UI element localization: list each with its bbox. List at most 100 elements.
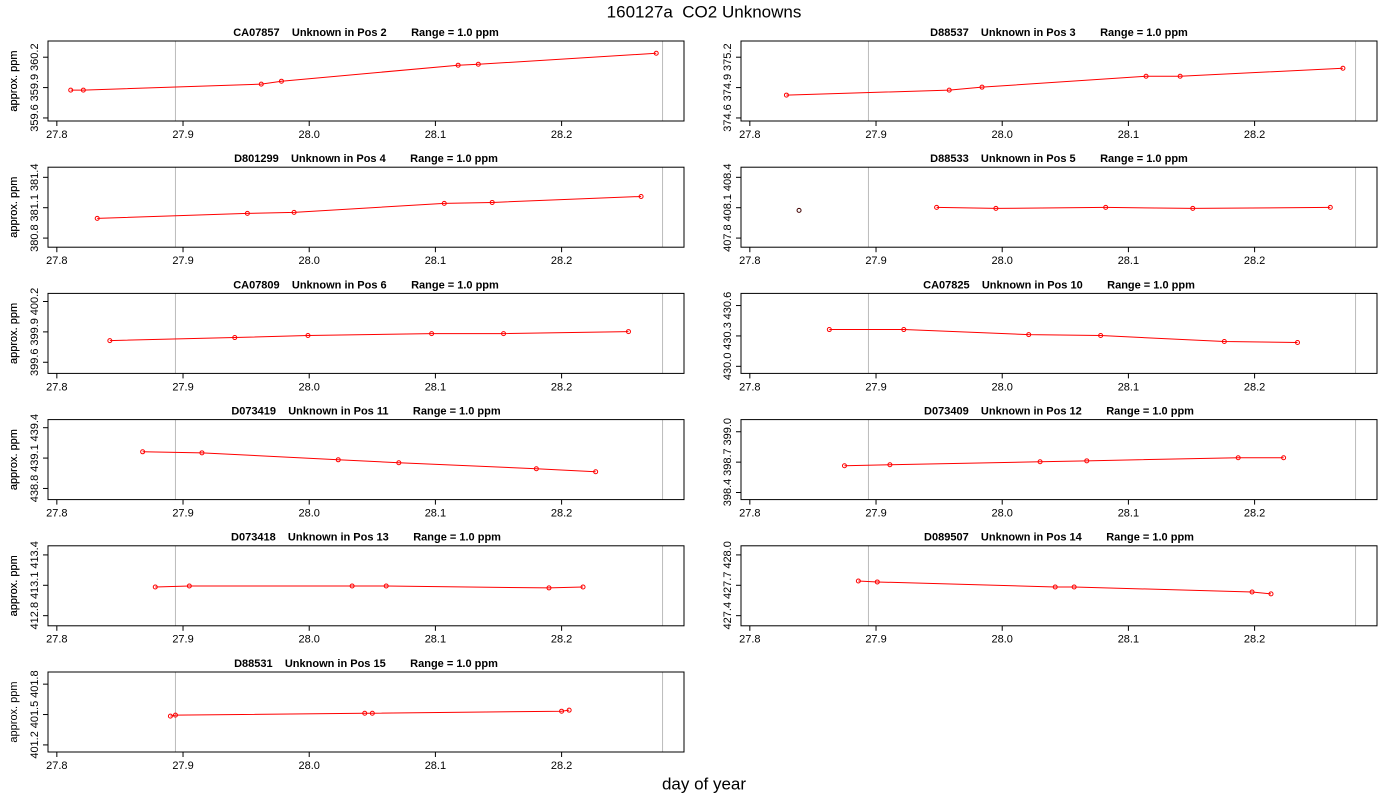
data-point xyxy=(305,333,311,339)
data-point xyxy=(1103,204,1109,210)
data-point xyxy=(258,81,264,87)
series-line xyxy=(97,195,642,219)
x-tick-label: 28.0 xyxy=(992,508,1013,520)
data-point xyxy=(855,578,861,584)
panel-title: D089507 Unknown in Pos 14 Range = 1.0 pp… xyxy=(924,532,1194,544)
x-tick-label: 28.1 xyxy=(425,634,446,646)
x-tick-label: 28.1 xyxy=(1118,508,1139,520)
panel-title: D073418 Unknown in Pos 13 Range = 1.0 pp… xyxy=(231,532,501,544)
series-line xyxy=(155,585,584,589)
data-point xyxy=(826,327,832,333)
data-point xyxy=(1037,459,1043,465)
x-tick-label: 28.0 xyxy=(299,760,320,772)
data-point xyxy=(335,457,341,463)
y-tick-label: 398.7 xyxy=(722,448,734,476)
y-tick-label: 374.6 xyxy=(722,104,734,132)
data-point xyxy=(559,708,565,714)
x-tick-label: 28.2 xyxy=(1244,129,1265,141)
data-point xyxy=(934,204,940,210)
x-tick-label: 27.9 xyxy=(172,760,193,772)
y-axis-label: approx. ppm xyxy=(8,555,20,616)
data-point xyxy=(1221,339,1227,345)
x-tick-label: 28.1 xyxy=(425,129,446,141)
x-tick-label: 27.8 xyxy=(739,381,760,393)
y-tick-label: 381.4 xyxy=(29,164,41,192)
x-tick-label: 28.0 xyxy=(299,255,320,267)
data-point xyxy=(232,335,238,341)
plot-frame xyxy=(47,292,685,374)
panel-title: D88533 Unknown in Pos 5 Range = 1.0 ppm xyxy=(930,153,1188,165)
panel-title: D801299 Unknown in Pos 4 Range = 1.0 ppm xyxy=(234,153,498,165)
series-line xyxy=(142,451,596,473)
y-tick-label: 430.3 xyxy=(722,322,734,350)
x-tick-label: 28.0 xyxy=(992,255,1013,267)
data-point xyxy=(946,87,952,93)
x-tick-label: 28.1 xyxy=(425,760,446,772)
series-line xyxy=(786,67,1343,96)
x-tick-label: 28.1 xyxy=(1118,129,1139,141)
y-axis-label: approx. ppm xyxy=(8,50,20,111)
y-axis-label: approx. ppm xyxy=(8,429,20,490)
data-point xyxy=(841,463,847,469)
y-tick-label: 439.4 xyxy=(29,414,41,442)
data-point xyxy=(1052,584,1058,590)
data-point xyxy=(901,327,907,333)
data-point xyxy=(349,583,355,589)
x-tick-label: 28.1 xyxy=(1118,381,1139,393)
data-point xyxy=(140,449,146,455)
data-point xyxy=(501,331,507,337)
x-tick-label: 27.9 xyxy=(865,381,886,393)
x-tick-label: 28.2 xyxy=(551,381,572,393)
data-point xyxy=(979,84,985,90)
panel-title: D88537 Unknown in Pos 3 Range = 1.0 ppm xyxy=(930,27,1188,39)
data-point xyxy=(107,338,113,344)
plot-frame xyxy=(740,419,1378,501)
x-tick-label: 28.0 xyxy=(992,381,1013,393)
y-tick-label: 438.8 xyxy=(29,475,41,503)
x-tick-label: 27.8 xyxy=(739,634,760,646)
x-tick-label: 28.2 xyxy=(551,634,572,646)
x-tick-label: 28.0 xyxy=(992,129,1013,141)
x-tick-label: 28.1 xyxy=(425,381,446,393)
y-tick-label: 375.2 xyxy=(722,43,734,71)
data-point xyxy=(475,61,481,67)
y-tick-label: 400.2 xyxy=(29,288,41,316)
y-tick-label: 399.9 xyxy=(29,318,41,346)
plot-frame xyxy=(47,671,685,753)
y-axis-label: approx. ppm xyxy=(8,50,20,111)
y-tick-label: 412.8 xyxy=(29,602,41,630)
x-tick-label: 28.2 xyxy=(551,760,572,772)
data-point xyxy=(441,200,447,206)
x-tick-label: 28.1 xyxy=(425,508,446,520)
data-point xyxy=(68,87,74,93)
x-tick-label: 27.8 xyxy=(46,255,67,267)
y-axis-label: approx. ppm xyxy=(8,555,20,616)
plot-frame xyxy=(740,40,1378,122)
data-point xyxy=(566,707,572,713)
x-tick-label: 27.9 xyxy=(865,129,886,141)
data-point xyxy=(199,450,205,456)
data-point xyxy=(172,712,178,718)
x-tick-label: 28.2 xyxy=(551,508,572,520)
x-tick-label: 27.9 xyxy=(172,381,193,393)
x-tick-label: 27.8 xyxy=(46,129,67,141)
data-point xyxy=(546,585,552,591)
x-tick-label: 28.2 xyxy=(1244,634,1265,646)
x-tick-label: 28.0 xyxy=(299,634,320,646)
x-tick-label: 27.8 xyxy=(739,508,760,520)
data-point xyxy=(1281,455,1287,461)
data-point xyxy=(593,469,599,475)
x-tick-label: 28.0 xyxy=(299,129,320,141)
series-line xyxy=(829,329,1298,344)
x-tick-label: 27.8 xyxy=(46,760,67,772)
panel-title: CA07825 Unknown in Pos 10 Range = 1.0 pp… xyxy=(923,279,1195,291)
x-tick-label: 28.0 xyxy=(299,508,320,520)
data-point xyxy=(1340,65,1346,71)
x-tick-label: 28.1 xyxy=(425,255,446,267)
plot-frame xyxy=(47,166,685,248)
data-point xyxy=(278,78,284,84)
plot-frame xyxy=(47,545,685,627)
data-point xyxy=(1143,73,1149,79)
x-tick-label: 27.9 xyxy=(865,255,886,267)
